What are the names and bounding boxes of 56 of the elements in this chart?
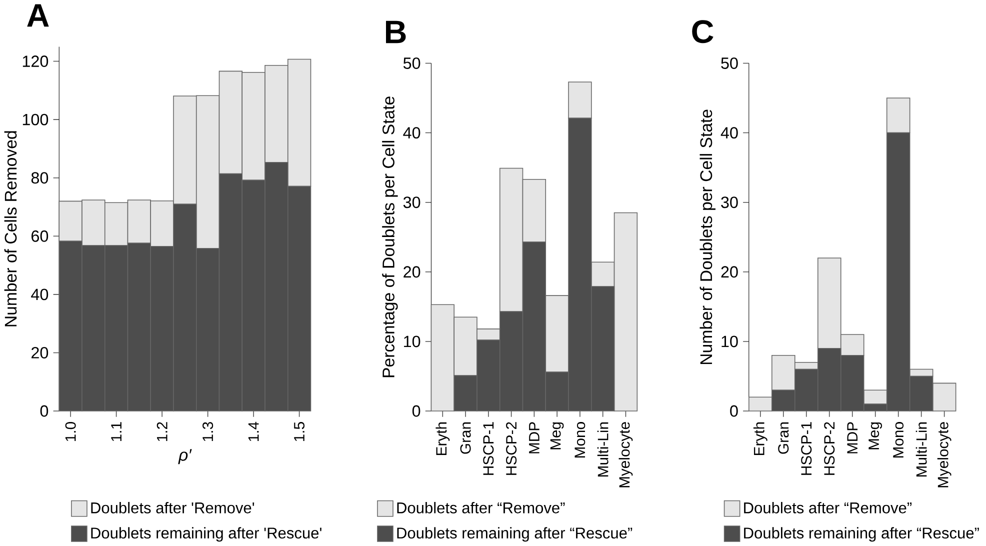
y-tick-label: 40: [720, 127, 738, 139]
y-tick-label: 10: [722, 336, 738, 348]
x-tick-label: Multi-Lin: [916, 422, 927, 477]
legend-label: Doublets after “Remove”: [397, 502, 565, 514]
x-tick-label: 1.4: [248, 422, 259, 442]
y-tick-label: 100: [22, 114, 48, 126]
x-tick-label: 1.0: [65, 422, 76, 442]
x-tick-label: Meg: [550, 422, 564, 450]
x-tick-label: HSCP-2: [824, 422, 835, 476]
x-tick-label: Myelocyte: [618, 422, 633, 488]
legend-label: Doublets after 'Remove': [91, 502, 254, 514]
y-tick-label: 30: [403, 196, 420, 208]
y-tick-label: 40: [403, 127, 420, 139]
y-axis-title: Percentage of Doublets per Cell State: [382, 96, 398, 378]
legend-label: Doublets remaining after 'Rescue': [91, 527, 322, 542]
x-tick-label: Mono: [893, 422, 904, 458]
legend-label: Doublets after “Remove”: [744, 502, 912, 514]
x-tick-label: Eryth: [436, 422, 450, 456]
y-tick-label: 60: [32, 230, 48, 242]
y-tick-label: 0: [730, 406, 738, 417]
x-tick-label: Gran: [778, 422, 789, 454]
x-tick-label: MDP: [529, 422, 540, 454]
x-tick-label: 1.5: [294, 422, 304, 442]
y-tick-label: 120: [22, 56, 48, 68]
y-tick-label: 20: [32, 347, 48, 359]
y-axis-title: Number of Doublets per Cell State: [700, 110, 716, 364]
x-tick-label: HSCP-1: [801, 422, 812, 476]
x-tick-label: Eryth: [753, 422, 768, 456]
chart-title: C: [692, 20, 714, 44]
x-tick-label: Multi-Lin: [597, 422, 608, 477]
x-tick-label: HSCP-2: [506, 422, 517, 476]
y-tick-label: 30: [721, 196, 738, 208]
y-tick-label: 20: [721, 266, 738, 278]
y-tick-label: 0: [40, 406, 48, 417]
x-tick-label: HSCP-1: [483, 422, 494, 476]
y-tick-label: 20: [404, 266, 420, 278]
y-tick-label: 50: [403, 58, 420, 70]
chart-title: B: [386, 21, 406, 44]
x-axis-title: ρ′: [178, 449, 192, 464]
legend-label: Doublets remaining after “Rescue”: [397, 527, 632, 542]
x-tick-label: 1.3: [202, 422, 214, 442]
x-tick-label: Meg: [868, 422, 882, 450]
y-tick-label: 80: [31, 172, 48, 184]
y-axis-title: Number of Cells Removed: [4, 131, 17, 326]
legend-label: Doublets remaining after “Rescue”: [744, 527, 979, 542]
y-tick-label: 40: [31, 288, 48, 300]
x-tick-label: 1.2: [156, 422, 168, 442]
y-tick-label: 10: [404, 336, 420, 348]
y-tick-label: 0: [412, 406, 420, 417]
x-tick-label: Mono: [574, 422, 586, 458]
x-tick-label: MDP: [847, 422, 858, 454]
x-tick-label: 1.1: [111, 422, 122, 442]
y-tick-label: 50: [721, 58, 738, 70]
chart-title: A: [27, 4, 49, 27]
x-tick-label: Myelocyte: [937, 422, 952, 488]
x-tick-label: Gran: [460, 422, 471, 454]
